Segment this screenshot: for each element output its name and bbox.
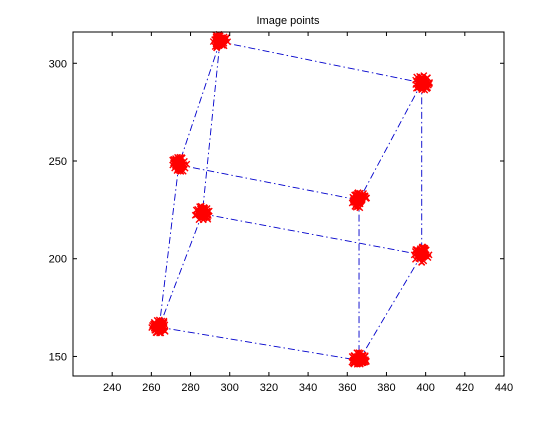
data-point-p8 — [348, 349, 370, 368]
data-point-p2 — [412, 72, 434, 94]
data-point-p5 — [191, 202, 213, 224]
x-tick-label: 280 — [181, 382, 199, 394]
edge-p5-p6 — [202, 213, 422, 256]
points-layer — [148, 30, 434, 368]
y-axis: 150 200 250 300 — [49, 58, 504, 363]
x-axis: 240 260 280 300 320 340 360 380 400 420 440 — [103, 32, 513, 394]
edge-p6-p8 — [358, 254, 423, 361]
y-tick-label: 200 — [49, 254, 67, 266]
y-tick-label: 250 — [49, 156, 67, 168]
edge-p1-p5 — [201, 41, 221, 214]
x-tick-label: 420 — [456, 382, 474, 394]
data-point-p1 — [209, 30, 232, 52]
edge-p3-p4 — [178, 164, 360, 201]
x-tick-label: 360 — [338, 382, 356, 394]
x-tick-label: 400 — [416, 382, 434, 394]
edge-p3-p7 — [158, 164, 180, 328]
x-tick-label: 380 — [377, 382, 395, 394]
data-point-p6 — [410, 243, 433, 266]
x-tick-label: 440 — [495, 382, 513, 394]
edge-p1-p3 — [178, 41, 221, 166]
plot-frame — [72, 31, 505, 377]
y-tick-label: 150 — [49, 351, 67, 363]
x-tick-label: 340 — [299, 382, 317, 394]
y-tick-label: 300 — [49, 58, 67, 70]
chart-title: Image points — [257, 15, 320, 27]
data-point-p4 — [348, 189, 371, 212]
x-tick-label: 300 — [221, 382, 239, 394]
x-tick-label: 320 — [260, 382, 278, 394]
x-tick-label: 260 — [142, 382, 160, 394]
edge-p5-p7 — [158, 213, 203, 328]
edges-layer — [158, 41, 423, 361]
edge-p1-p2 — [219, 41, 422, 84]
edge-p7-p8 — [159, 326, 360, 361]
data-point-p3 — [169, 153, 191, 175]
x-tick-label: 240 — [103, 382, 121, 394]
data-point-p7 — [148, 316, 169, 337]
edge-p2-p4 — [358, 82, 423, 201]
